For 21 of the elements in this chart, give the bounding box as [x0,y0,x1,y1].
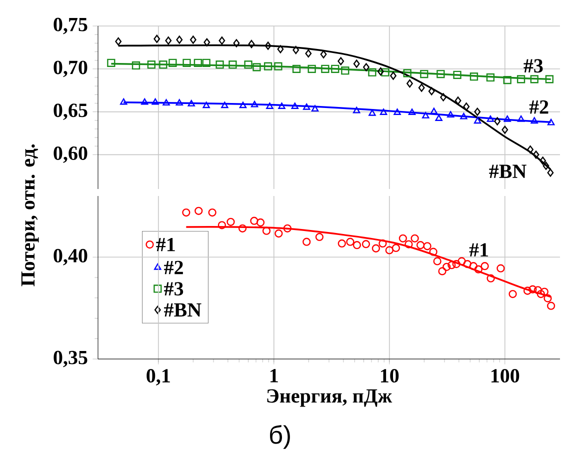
x-tick-label: 100 [491,369,520,383]
legend-label: #3 [164,282,184,296]
y-tick-label: 0,40 [54,248,88,266]
x-axis-title: Энергия, пДж [267,389,392,407]
legend-label: #BN [164,303,202,317]
text: б) [270,425,290,449]
x-tick-label: 0,1 [146,369,170,386]
legend-label: #2 [164,260,183,274]
text: #2 [529,100,548,114]
y-tick-label: 0,60 [54,146,88,163]
y-tick-label: 0,35 [54,350,88,368]
text: #1 [469,243,488,256]
y-tick-label: 0,75 [54,18,88,34]
legend-label: #1 [156,238,175,252]
y-axis-title: Потери, отн. ед. [21,144,39,286]
text: #3 [524,59,543,73]
x-tick-label: 1 [270,369,278,382]
y-tick-label: 0,70 [54,60,88,78]
text: #BN [489,164,526,178]
x-tick-label: 10 [380,369,399,383]
y-tick-label: 0,65 [54,104,88,120]
